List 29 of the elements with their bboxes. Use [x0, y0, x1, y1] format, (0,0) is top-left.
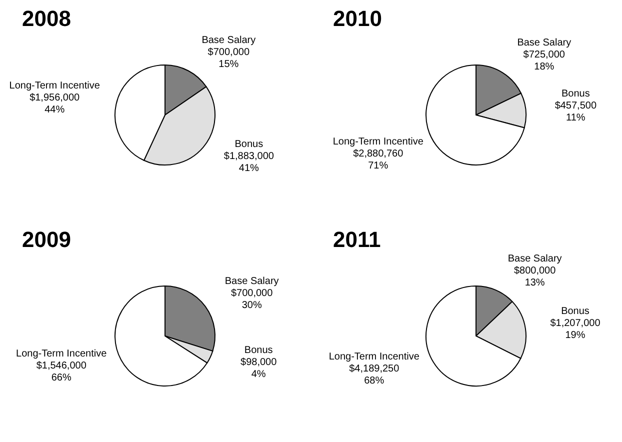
slice-label: Base Salary: [508, 254, 562, 265]
slice-label: Long-Term Incentive: [9, 80, 100, 92]
chart-title: 2008: [22, 6, 71, 32]
data-label: $457,500 11%: [554, 100, 597, 124]
data-label: $725,000 18%: [523, 49, 566, 72]
chart-title: 2009: [22, 227, 71, 253]
chart-title: 2010: [333, 6, 382, 32]
slice-label: Base Salary: [517, 37, 572, 48]
pie-slice: [426, 64, 525, 166]
slice-label: Long-Term Incentive: [332, 136, 424, 148]
slice-label: Long-Term Incentive: [328, 352, 420, 363]
data-label: $4,189,250 68%: [349, 364, 400, 387]
data-label: $1,883,000 41%: [224, 150, 274, 174]
slice-label: Bonus: [244, 344, 273, 356]
slice-label: Bonus: [561, 306, 590, 317]
chart-title: 2011: [333, 227, 381, 253]
data-label: $2,880,760 71%: [353, 148, 404, 172]
data-label: $700,000 30%: [230, 288, 274, 311]
slice-label: Long-Term Incentive: [16, 348, 108, 360]
data-label: $98,000 4%: [240, 356, 278, 380]
data-label: $700,000 15%: [208, 46, 250, 70]
data-label: $800,000 13%: [514, 266, 556, 289]
slice-label: Bonus: [234, 138, 264, 150]
data-label: $1,207,000 19%: [550, 318, 601, 341]
data-label: $1,956,000 44%: [30, 92, 80, 116]
data-label: $1,546,000 66%: [36, 360, 87, 384]
slice-label: Bonus: [562, 88, 590, 100]
slice-label: Base Salary: [224, 276, 279, 287]
slice-label: Base Salary: [202, 34, 256, 46]
